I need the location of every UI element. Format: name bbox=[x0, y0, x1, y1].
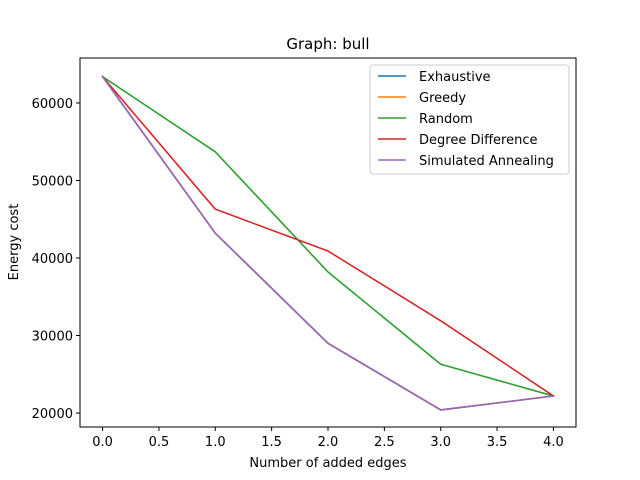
x-tick-label: 2.0 bbox=[318, 435, 339, 450]
y-tick-label: 20000 bbox=[32, 407, 73, 422]
x-tick-label: 2.5 bbox=[374, 435, 395, 450]
x-tick-label: 1.0 bbox=[205, 435, 226, 450]
x-axis-ticks: 0.0 0.5 1.0 1.5 2.0 2.5 3.0 3.5 4.0 bbox=[92, 427, 564, 450]
x-tick-label: 1.5 bbox=[261, 435, 282, 450]
legend-label: Random bbox=[419, 112, 473, 127]
legend-label: Simulated Annealing bbox=[419, 154, 554, 169]
y-tick-label: 40000 bbox=[32, 252, 73, 267]
legend-box bbox=[369, 64, 570, 175]
series-line-simulated-annealing bbox=[101, 75, 555, 411]
series-line-degree-difference bbox=[101, 75, 555, 398]
y-tick-label: 50000 bbox=[32, 174, 73, 189]
y-axis-label: Energy cost bbox=[7, 204, 22, 281]
legend-label: Greedy bbox=[419, 91, 466, 106]
x-axis-label: Number of added edges bbox=[249, 456, 406, 471]
chart-title: Graph: bull bbox=[286, 35, 369, 53]
y-axis-ticks: 20000 30000 40000 50000 60000 bbox=[32, 97, 80, 422]
x-tick-label: 0.0 bbox=[92, 435, 113, 450]
x-tick-label: 3.0 bbox=[430, 435, 451, 450]
x-tick-label: 3.5 bbox=[487, 435, 508, 450]
x-tick-label: 4.0 bbox=[543, 435, 564, 450]
y-tick-label: 30000 bbox=[32, 330, 73, 345]
series-line-random bbox=[101, 75, 555, 397]
legend-label: Exhaustive bbox=[419, 70, 491, 85]
legend-label: Degree Difference bbox=[419, 133, 537, 148]
series-layer bbox=[101, 75, 555, 411]
x-tick-label: 0.5 bbox=[149, 435, 170, 450]
legend: Exhaustive Greedy Random Degree Difference S… bbox=[369, 64, 570, 175]
y-tick-label: 60000 bbox=[32, 97, 73, 112]
